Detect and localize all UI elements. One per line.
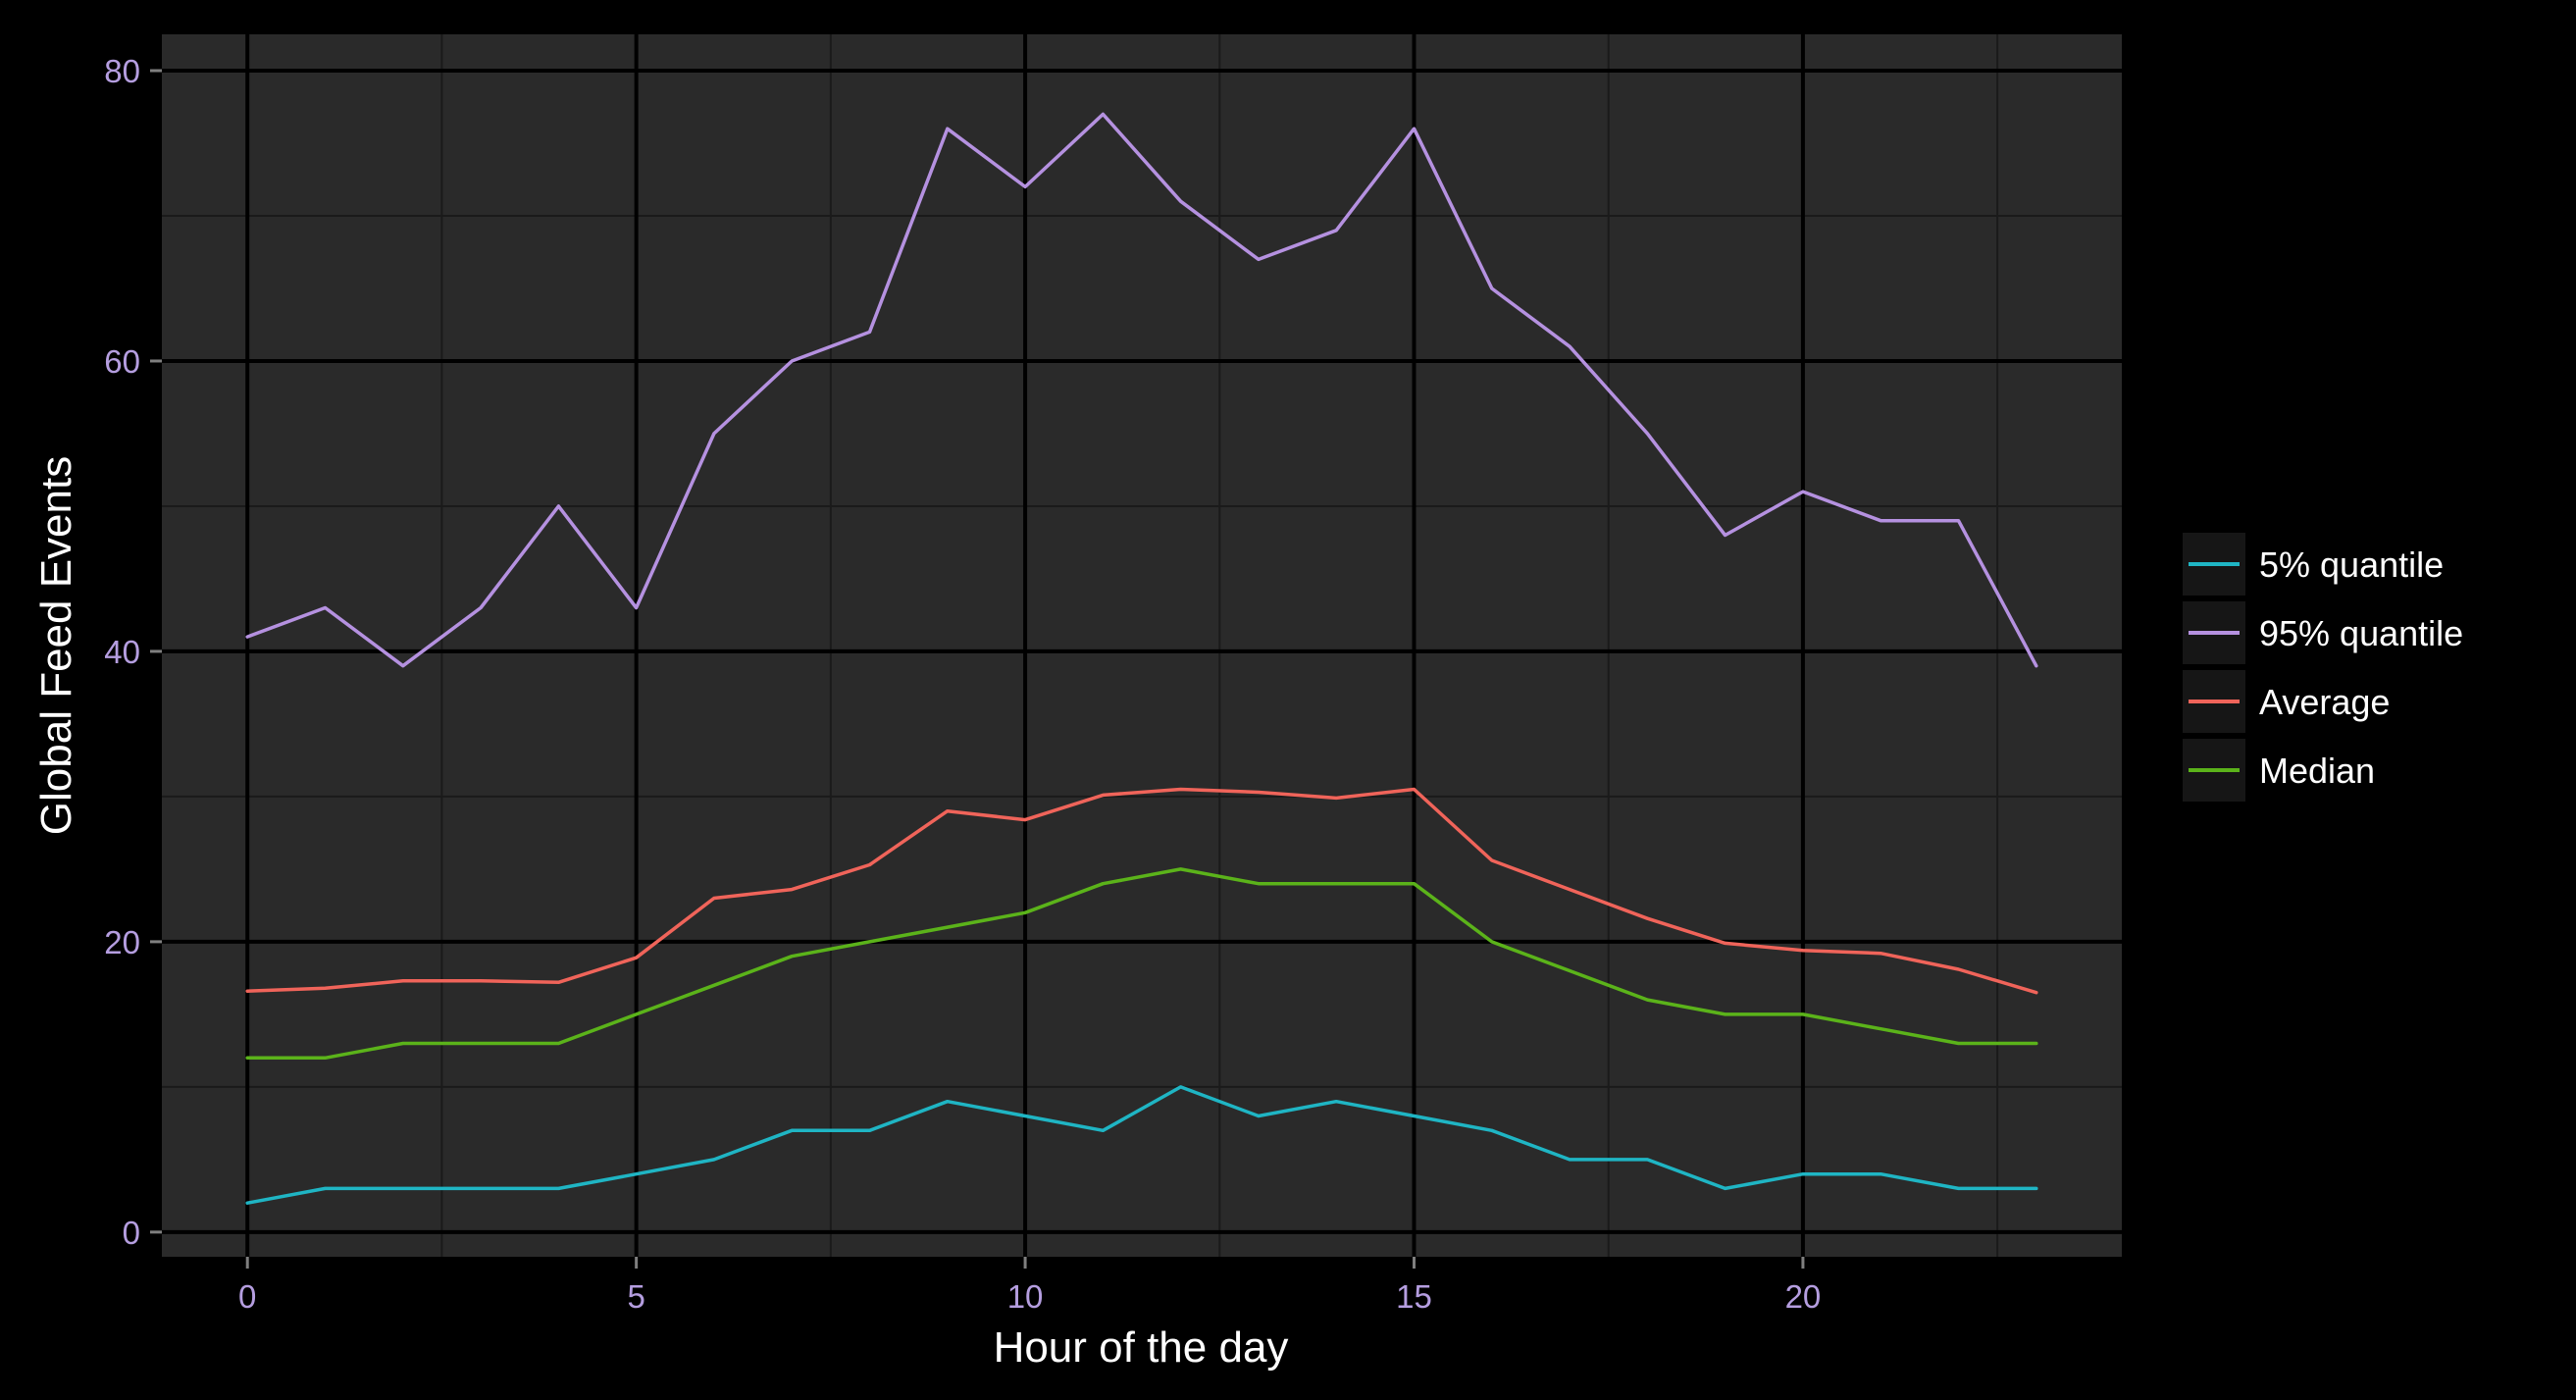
legend: 5% quantile 95% quantile Average Median (2183, 533, 2463, 802)
major-grid (162, 34, 2122, 1257)
series-line-5-quantile (245, 1085, 2038, 1205)
x-tick-label: 10 (1007, 1278, 1044, 1315)
y-tick-label: 40 (104, 634, 140, 670)
legend-item: 5% quantile (2183, 533, 2444, 596)
legend-label: Median (2259, 751, 2375, 791)
x-tick-labels: 0 5 10 15 20 (238, 1278, 1821, 1315)
legend-label: Average (2259, 682, 2390, 722)
legend-item: Average (2183, 670, 2390, 733)
plot-panel (162, 34, 2122, 1257)
y-tick-label: 0 (123, 1215, 140, 1251)
y-tick-label: 20 (104, 924, 140, 960)
series-line-average (245, 787, 2038, 995)
x-axis-title: Hour of the day (994, 1323, 1289, 1372)
series-line-median (245, 867, 2038, 1061)
x-tick-label: 15 (1396, 1278, 1432, 1315)
axis-ticks (150, 69, 1805, 1269)
series-lines (245, 112, 2038, 1205)
series-line-95-quantile (245, 112, 2038, 668)
minor-grid (162, 34, 2122, 1257)
x-tick-label: 0 (238, 1278, 256, 1315)
legend-item: Median (2183, 739, 2375, 802)
legend-label: 5% quantile (2259, 544, 2444, 585)
x-tick-label: 20 (1785, 1278, 1822, 1315)
y-tick-labels: 0 20 40 60 80 (104, 53, 140, 1251)
y-axis-title: Global Feed Events (32, 456, 80, 835)
x-tick-label: 5 (627, 1278, 644, 1315)
y-tick-label: 60 (104, 343, 140, 380)
y-tick-label: 80 (104, 53, 140, 89)
legend-item: 95% quantile (2183, 601, 2463, 664)
legend-label: 95% quantile (2259, 613, 2463, 653)
